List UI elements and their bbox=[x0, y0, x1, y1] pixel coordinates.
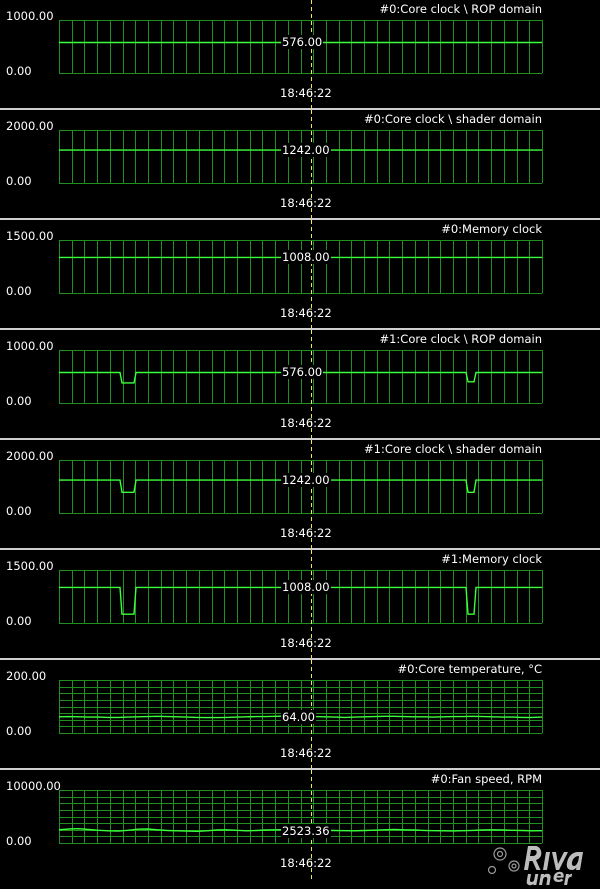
graph-title: #0:Fan speed, RPM bbox=[430, 772, 542, 786]
graph-panel: #0:Core clock \ ROP domain 1000.00 0.00 18:… bbox=[0, 0, 600, 110]
graph-panel: #1:Core clock \ ROP domain 1000.00 0.00 18:… bbox=[0, 330, 600, 440]
y-axis-min-label: 0.00 bbox=[6, 724, 32, 738]
rivatuner-logo bbox=[487, 846, 583, 886]
panel-separator bbox=[0, 768, 600, 770]
graph-plot bbox=[58, 660, 543, 770]
graph-title: #0:Core temperature, °C bbox=[397, 662, 542, 676]
y-axis-min-label: 0.00 bbox=[6, 174, 32, 188]
y-axis-max-label: 1500.00 bbox=[6, 229, 54, 243]
graph-title: #0:Core clock \ ROP domain bbox=[379, 2, 542, 16]
y-axis-max-label: 1000.00 bbox=[6, 9, 54, 23]
current-value-label: 2523.36 bbox=[281, 824, 331, 838]
time-label: 18:46:22 bbox=[280, 526, 332, 540]
y-axis-max-label: 1500.00 bbox=[6, 559, 54, 573]
graph-title: #0:Memory clock bbox=[441, 222, 542, 236]
y-axis-max-label: 1000.00 bbox=[6, 339, 54, 353]
graph-title: #1:Core clock \ ROP domain bbox=[379, 332, 542, 346]
time-label: 18:46:22 bbox=[280, 196, 332, 210]
graph-panel: #1:Core clock \ shader domain 2000.00 0.00… bbox=[0, 440, 600, 550]
graph-title: #1:Memory clock bbox=[441, 552, 542, 566]
y-axis-min-label: 0.00 bbox=[6, 504, 32, 518]
current-value-label: 576.00 bbox=[281, 35, 324, 49]
current-value-label: 1242.00 bbox=[281, 143, 331, 157]
graph-plot bbox=[58, 770, 543, 880]
y-axis-min-label: 0.00 bbox=[6, 394, 32, 408]
graph-title: #0:Core clock \ shader domain bbox=[364, 112, 542, 126]
graph-plot bbox=[59, 330, 543, 440]
time-label: 18:46:22 bbox=[280, 306, 332, 320]
graph-panel: #1:Memory clock 1500.00 0.00 18:46:22 1008.0… bbox=[0, 550, 600, 660]
time-label: 18:46:22 bbox=[280, 416, 332, 430]
y-axis-max-label: 2000.00 bbox=[6, 119, 54, 133]
panel-separator bbox=[0, 658, 600, 660]
y-axis-min-label: 0.00 bbox=[6, 284, 32, 298]
time-label: 18:46:22 bbox=[280, 746, 332, 760]
current-value-label: 64.00 bbox=[281, 710, 316, 724]
y-axis-min-label: 0.00 bbox=[6, 834, 32, 848]
graph-plot bbox=[59, 220, 543, 330]
time-label: 18:46:22 bbox=[280, 636, 332, 650]
current-value-label: 576.00 bbox=[281, 365, 324, 379]
y-axis-max-label: 200.00 bbox=[6, 669, 47, 683]
panel-separator bbox=[0, 218, 600, 220]
time-label: 18:46:22 bbox=[280, 86, 332, 100]
panel-separator bbox=[0, 108, 600, 110]
y-axis-max-label: 10000.00 bbox=[6, 779, 61, 793]
y-axis-max-label: 2000.00 bbox=[6, 449, 54, 463]
graph-panel: #0:Core temperature, °C 200.00 0.00 18:46:2… bbox=[0, 660, 600, 770]
graph-panel: #0:Memory clock 1500.00 0.00 18:46:22 1008.0… bbox=[0, 220, 600, 330]
current-value-label: 1008.00 bbox=[281, 250, 331, 264]
graph-panel: #0:Core clock \ shader domain 2000.00 0.00… bbox=[0, 110, 600, 220]
y-axis-min-label: 0.00 bbox=[6, 64, 32, 78]
graph-panel: #0:Fan speed, RPM 10000.00 0.00 18:46:22 252… bbox=[0, 770, 600, 880]
y-axis-min-label: 0.00 bbox=[6, 614, 32, 628]
time-label: 18:46:22 bbox=[280, 856, 332, 870]
panel-separator bbox=[0, 328, 600, 330]
current-value-label: 1008.00 bbox=[281, 580, 331, 594]
panel-separator bbox=[0, 438, 600, 440]
graph-title: #1:Core clock \ shader domain bbox=[364, 442, 542, 456]
current-value-label: 1242.00 bbox=[281, 473, 331, 487]
panel-separator bbox=[0, 548, 600, 550]
